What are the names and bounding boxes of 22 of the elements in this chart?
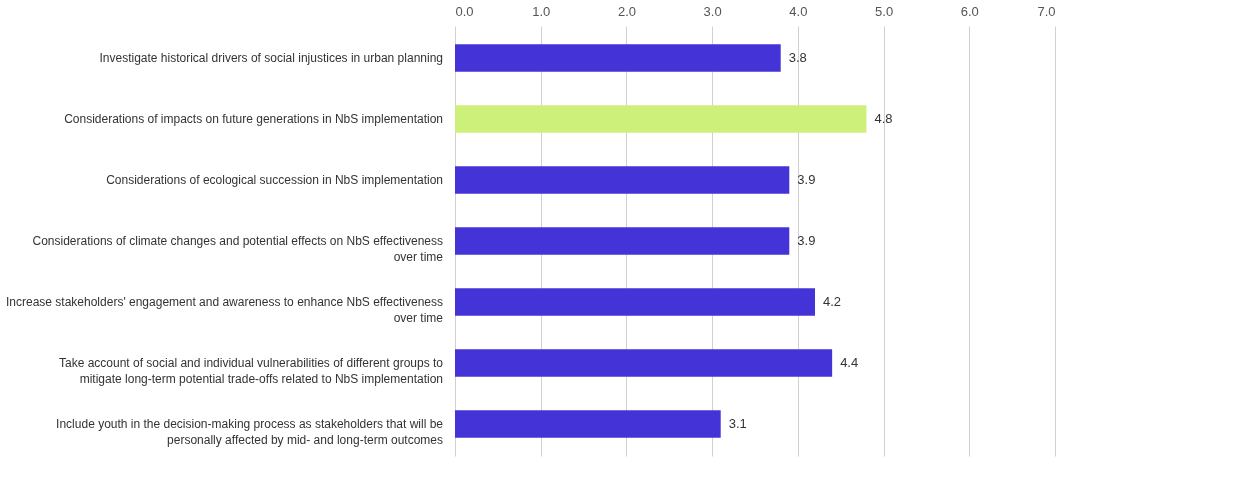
x-tick-label: 4.0 [789, 3, 808, 19]
data-label: 3.1 [728, 415, 747, 431]
x-tick-label: 1.0 [532, 3, 551, 19]
y-tick-label: Considerations of ecological succession in NbS implementation [106, 173, 443, 188]
x-tick-label: 6.0 [960, 3, 979, 19]
y-tick-label: Increase stakeholders' engagement and awareness to enhance NbS effectiveness over time [5, 294, 444, 325]
data-label: 4.2 [823, 293, 842, 309]
y-tick-label: Considerations of impacts on future generations in NbS implementation [64, 112, 443, 127]
y-tick-label: Take account of social and individual vulnerabilities of different groups to mitigate long-term potential trade-offs related to NbS implementation [58, 355, 444, 386]
data-label: 4.8 [874, 111, 893, 127]
data-label: 4.4 [840, 354, 859, 370]
data-label: 3.8 [788, 50, 807, 66]
x-tick-label: 3.0 [703, 3, 722, 19]
x-tick-label: 0.0 [455, 3, 474, 19]
y-tick-label: Considerations of climate changes and potential effects on NbS effectiveness over time [32, 234, 444, 264]
x-tick-label: 5.0 [875, 3, 894, 19]
data-label: 3.9 [797, 172, 816, 188]
x-tick-label: 7.0 [1037, 3, 1056, 19]
data-label: 3.9 [797, 233, 816, 248]
y-tick-label: Include youth in the decision-making process as stakeholders that will be personally affected by mid- and long-term outcomes [56, 416, 444, 447]
x-tick-label: 2.0 [617, 3, 636, 19]
y-tick-label: Investigate historical drivers of social injustices in urban planning [99, 51, 443, 66]
